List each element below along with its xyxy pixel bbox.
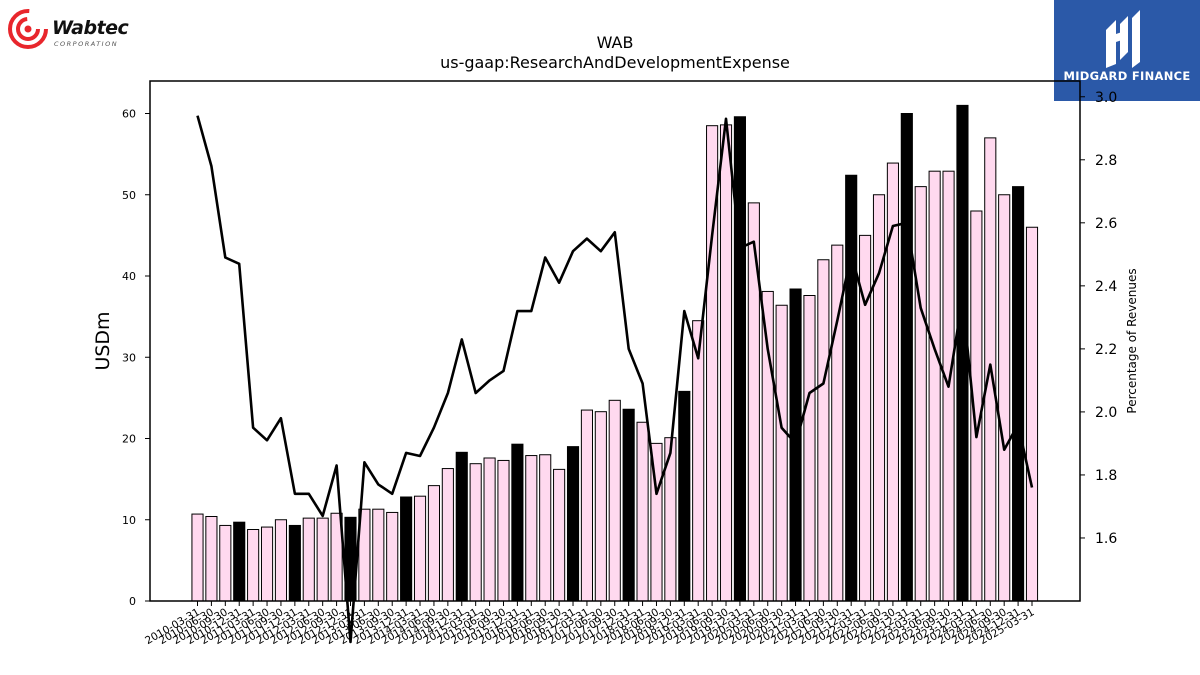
y-tick-label: 60 bbox=[122, 108, 136, 121]
x-axis: 2010-03-312010-06-302010-09-302010-12-31… bbox=[143, 601, 1037, 647]
bar bbox=[775, 304, 788, 602]
bar bbox=[636, 421, 649, 602]
bar bbox=[678, 390, 691, 602]
bar bbox=[998, 194, 1011, 602]
bar bbox=[845, 174, 858, 602]
bar bbox=[566, 446, 580, 602]
y2-tick-label: 2.8 bbox=[1095, 153, 1117, 169]
midgard-finance-logo: MIDGARD FINANCE bbox=[1054, 0, 1200, 101]
chart-title: WAB bbox=[597, 33, 634, 52]
y-axis-label: USDm bbox=[92, 311, 114, 370]
bar bbox=[274, 519, 288, 602]
bar bbox=[761, 290, 774, 602]
bar bbox=[455, 451, 468, 602]
bar bbox=[539, 454, 552, 602]
wabtec-emblem-icon bbox=[8, 9, 48, 49]
y2-tick-label: 3.0 bbox=[1095, 90, 1117, 106]
bar bbox=[413, 495, 427, 602]
bar bbox=[191, 513, 204, 602]
bar bbox=[580, 409, 593, 602]
bar bbox=[302, 517, 315, 602]
bar bbox=[817, 259, 830, 602]
bar bbox=[219, 524, 232, 602]
bar bbox=[511, 443, 524, 602]
bar bbox=[469, 463, 482, 602]
y2-axis-label: Percentage of Revenues bbox=[1125, 268, 1139, 413]
bar bbox=[205, 516, 218, 602]
y-tick-label: 40 bbox=[122, 270, 136, 283]
bar bbox=[288, 524, 301, 602]
bar bbox=[427, 485, 441, 602]
bar bbox=[525, 455, 538, 602]
wabtec-wordmark: Wabtec bbox=[52, 17, 129, 39]
bar bbox=[1012, 186, 1025, 602]
bar bbox=[386, 511, 399, 602]
plot-frame bbox=[149, 80, 1081, 602]
bar bbox=[400, 496, 413, 602]
bar bbox=[233, 521, 246, 602]
y-tick-label: 0 bbox=[129, 595, 136, 608]
bar bbox=[789, 288, 802, 602]
bar bbox=[692, 320, 705, 602]
midgard-wordmark: MIDGARD FINANCE bbox=[1063, 69, 1191, 83]
bar-series bbox=[191, 104, 1039, 602]
y2-tick-label: 2.6 bbox=[1095, 216, 1117, 232]
bar bbox=[316, 517, 329, 602]
bar bbox=[441, 468, 454, 602]
bar bbox=[900, 113, 913, 602]
y2-tick-label: 1.8 bbox=[1095, 468, 1117, 484]
line-series bbox=[196, 115, 1034, 644]
y2-tick-label: 2.4 bbox=[1095, 279, 1117, 295]
bar bbox=[483, 457, 496, 602]
y2-tick-label: 1.6 bbox=[1095, 531, 1117, 547]
y-tick-label: 30 bbox=[122, 351, 136, 364]
bar bbox=[497, 459, 510, 602]
bar bbox=[247, 529, 260, 602]
bar bbox=[733, 116, 746, 602]
right-axis: 1.6 1.8 2.0 2.2 2.4 2.6 2.8 3.0 bbox=[1080, 90, 1117, 547]
y-tick-label: 50 bbox=[122, 189, 136, 202]
midgard-emblem-icon bbox=[1106, 10, 1140, 68]
wabtec-subtitle: CORPORATION bbox=[54, 40, 119, 48]
bar bbox=[1025, 226, 1039, 602]
bar bbox=[594, 411, 607, 602]
bar bbox=[956, 104, 969, 602]
bar bbox=[553, 468, 566, 602]
bar bbox=[719, 124, 733, 602]
chart-subtitle: us-gaap:ResearchAndDevelopmentExpense bbox=[440, 53, 790, 72]
bar bbox=[914, 186, 927, 602]
bar bbox=[372, 508, 385, 602]
bar bbox=[622, 408, 635, 602]
y-tick-label: 20 bbox=[122, 433, 136, 446]
y-tick-label: 10 bbox=[122, 514, 136, 527]
y2-tick-label: 2.0 bbox=[1095, 405, 1117, 421]
y2-tick-label: 2.2 bbox=[1095, 342, 1117, 358]
bar bbox=[260, 526, 274, 602]
bar bbox=[928, 170, 941, 602]
bar bbox=[608, 399, 621, 602]
bar bbox=[803, 295, 816, 602]
wabtec-logo: Wabtec CORPORATION bbox=[8, 8, 143, 50]
left-axis: 0 10 20 30 40 50 60 bbox=[122, 108, 150, 608]
